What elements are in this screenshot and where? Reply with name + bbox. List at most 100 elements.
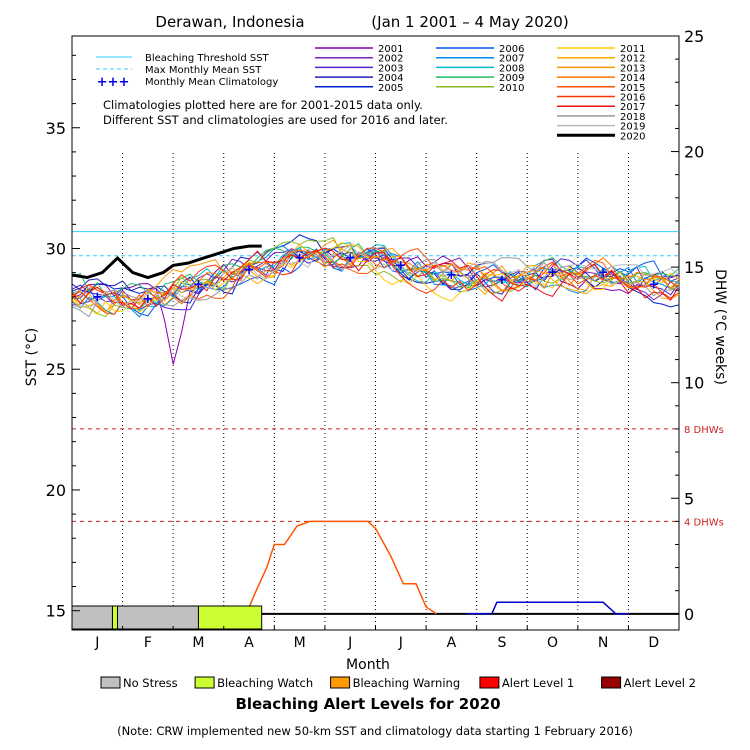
legend-year-label: 2019 [620, 122, 645, 133]
alert-swatch [479, 676, 500, 689]
month-label: J [398, 635, 403, 651]
legend-year-label: 2013 [620, 63, 645, 74]
month-label: N [598, 635, 608, 651]
climatology-marker: + [547, 266, 558, 281]
dhw-axis-label: DHW (°C weeks) [712, 269, 728, 385]
sst-tick-label: 15 [46, 602, 66, 621]
legend-year-label: 2015 [620, 83, 645, 94]
legend-year-label: 2014 [620, 73, 645, 84]
sst-tick-label: 25 [46, 360, 66, 379]
climatology-marker: + [395, 258, 406, 273]
sst-axis-label: SST (°C) [24, 328, 40, 386]
dhw-tick-label: 10 [684, 374, 704, 393]
month-label: J [347, 635, 352, 651]
climatology-marker: + [497, 273, 508, 288]
legend-year-label: 2006 [499, 44, 524, 55]
climatology-marker: + [598, 266, 609, 281]
sst-axis: 15 20 25 30 35 [46, 36, 80, 630]
alert-segment [117, 605, 199, 630]
legend-year-label: 2009 [499, 73, 524, 84]
alert-swatch [100, 676, 121, 689]
note-line: Climatologies plotted here are for 2001-… [103, 98, 423, 112]
month-label: O [547, 635, 558, 651]
legend-year-label: 2004 [378, 73, 403, 84]
chart-title-location: Derawan, Indonesia [155, 13, 304, 31]
dhw-axis: 0 5 10 15 20 25 [671, 27, 704, 624]
legend-year-label: 2007 [499, 54, 524, 65]
alert-legend-label: Alert Level 2 [624, 676, 696, 690]
climatology-marker: + [142, 292, 153, 307]
month-label: A [447, 635, 457, 651]
month-label: A [244, 635, 254, 651]
legend-year-label: 2017 [620, 102, 645, 113]
month-label: J [94, 635, 99, 651]
alert-swatch [601, 676, 622, 689]
sst-2020-series [71, 244, 262, 280]
climatology-marker: + [345, 251, 356, 266]
alert-segment [111, 605, 119, 630]
sst-line-2017 [71, 247, 680, 309]
month-label: S [498, 635, 507, 651]
legend-year-label: 2002 [378, 54, 403, 65]
alert-legend-title: Bleaching Alert Levels for 2020 [235, 695, 500, 713]
climatology-marker: + [294, 251, 305, 266]
legend-year-label: 2010 [499, 83, 524, 94]
month-label: F [144, 635, 152, 651]
legend-year-label: 2001 [378, 44, 403, 55]
alert-legend-label: Bleaching Warning [353, 676, 461, 690]
dhw-climatology-line [466, 601, 629, 615]
sst-line-2018 [71, 246, 680, 318]
x-axis-label: Month [346, 657, 390, 673]
alert-legend-label: Alert Level 1 [502, 676, 574, 690]
alert-segment [71, 605, 113, 630]
sst-tick-label: 20 [46, 481, 66, 500]
climatology-marker: + [244, 263, 255, 278]
sst-line-2015 [71, 248, 680, 315]
legend-ref-label: Bleaching Threshold SST [145, 53, 270, 64]
dhw-2020-line [245, 520, 437, 615]
dhw-tick-label: 15 [684, 258, 704, 277]
sst-line-2008 [71, 242, 680, 311]
dhw-tick-label: 20 [684, 143, 704, 162]
legend-year-label: 2018 [620, 112, 645, 123]
climatology-note: Climatologies plotted here are for 2001-… [103, 98, 448, 127]
month-label: M [192, 635, 204, 651]
alert-level-legend: No Stress Bleaching Watch Bleaching Warnin… [100, 676, 696, 690]
note-line: Different SST and climatologies are used… [103, 113, 448, 127]
sst-line-2019 [71, 244, 680, 309]
climatology-marker: + [92, 290, 103, 305]
alert-legend-label: Bleaching Watch [217, 676, 313, 690]
dhw-tick-label: 25 [684, 27, 704, 46]
legend-year-label: 2003 [378, 63, 403, 74]
sst-line-2013 [71, 239, 680, 314]
historical-year-lines [71, 234, 680, 365]
alert-swatch [194, 676, 215, 689]
legend-ref-label: Monthly Mean Climatology [145, 77, 278, 88]
alert-segment [197, 605, 263, 630]
dhw-8-label: 8 DHWs [684, 425, 724, 436]
legend-year-label: 2020 [620, 131, 645, 142]
legend-plus-marker: +++ [97, 75, 130, 90]
sst-tick-label: 30 [46, 239, 66, 258]
sst-line-2012 [71, 243, 680, 313]
chart-title-dates: (Jan 1 2001 – 4 May 2020) [371, 13, 568, 31]
alert-legend-label: No Stress [123, 676, 178, 690]
alert-swatch [330, 676, 351, 689]
legend-year-label: 2012 [620, 54, 645, 65]
sst-tick-label: 35 [46, 119, 66, 138]
sst-line-2016 [71, 247, 680, 310]
sst-line-2014 [71, 249, 680, 310]
sst-line-2020 [71, 244, 262, 280]
dhw-tick-label: 5 [684, 489, 694, 508]
dhw-tick-label: 0 [684, 605, 694, 624]
legend-ref-label: Max Monthly Mean SST [145, 65, 262, 76]
month-label: M [294, 635, 306, 651]
climatology-marker: + [193, 278, 204, 293]
alert-bar-2020 [71, 605, 263, 630]
monthly-mean-climatology: + + + + + + + + + + + + [92, 251, 659, 307]
legend-year-label: 2016 [620, 93, 645, 104]
